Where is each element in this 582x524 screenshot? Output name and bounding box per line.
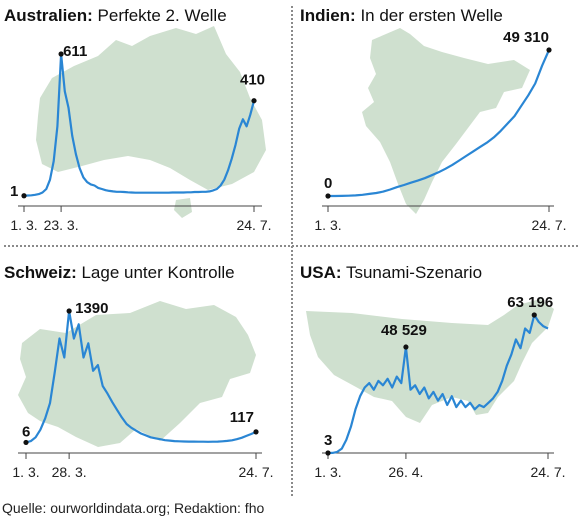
- panel-title-rest: Tsunami-Szenario: [341, 263, 483, 282]
- x-tick-label: 28. 3.: [52, 464, 87, 480]
- annotation-dot: [546, 47, 552, 53]
- annotation-dot: [253, 429, 259, 435]
- x-tick-label: 24. 7.: [236, 217, 271, 233]
- annotation-label: 611: [63, 43, 87, 60]
- panel-usa: USA: Tsunami-Szenario 1. 3. 26. 4. 24. 7. …: [292, 247, 582, 497]
- usa-map-icon: [306, 299, 554, 423]
- annotations: 6 1390 117: [22, 300, 259, 446]
- indien-chart: 1. 3. 24. 7. 0 49 310: [314, 28, 567, 233]
- horizontal-divider: [4, 245, 578, 247]
- annotations: 1 611 410: [10, 43, 265, 200]
- x-tick-label: 1. 3.: [10, 217, 37, 233]
- annotation-dot: [325, 450, 331, 456]
- series-line: [25, 309, 257, 444]
- series-line: [327, 313, 549, 455]
- annotation-dot: [325, 193, 331, 199]
- usa-chart: 1. 3. 26. 4. 24. 7. 3 48 529 63 196: [306, 294, 566, 480]
- panel-schweiz: Schweiz: Lage unter Kontrolle 1. 3. 28. 3…: [0, 247, 290, 497]
- panel-australien: Australien: Perfekte 2. Welle 1. 3. 23. 3…: [0, 0, 290, 245]
- x-ticks: 1. 3. 26. 4. 24. 7.: [314, 453, 566, 480]
- vertical-divider: [291, 6, 293, 496]
- series-line: [23, 52, 256, 197]
- annotation-label: 1: [10, 183, 18, 200]
- australia-map-icon: [36, 26, 266, 218]
- source-note: Quelle: ourworldindata.org; Redaktion: f…: [2, 500, 265, 516]
- x-tick-label: 1. 3.: [314, 217, 341, 233]
- switzerland-map-icon: [18, 301, 256, 447]
- x-tick-label: 1. 3.: [314, 464, 341, 480]
- annotation-dot: [23, 439, 29, 446]
- x-tick-label: 1. 3.: [12, 464, 39, 480]
- annotation-label: 0: [324, 175, 332, 192]
- annotation-label: 63 196: [507, 294, 553, 311]
- annotation-dot: [531, 312, 537, 318]
- annotation-dot: [251, 98, 257, 104]
- x-tick-label: 24. 7.: [238, 464, 273, 480]
- annotation-dot: [58, 51, 64, 57]
- annotation-label: 48 529: [381, 322, 427, 339]
- x-tick-label: 26. 4.: [388, 464, 423, 480]
- schweiz-chart: 1. 3. 28. 3. 24. 7. 6 1390 117: [12, 300, 274, 480]
- annotation-label: 3: [324, 432, 332, 449]
- x-tick-label: 23. 3.: [44, 217, 79, 233]
- panel-title-bold: USA:: [300, 263, 342, 282]
- panel-title-rest: Lage unter Kontrolle: [76, 263, 235, 282]
- x-tick-label: 24. 7.: [530, 464, 565, 480]
- india-map-icon: [362, 28, 530, 214]
- x-ticks: 1. 3. 28. 3. 24. 7.: [12, 453, 274, 480]
- panel-title-rest: In der ersten Welle: [355, 6, 503, 25]
- panel-title: Australien: Perfekte 2. Welle: [4, 6, 227, 26]
- annotation-label: 1390: [75, 300, 108, 317]
- panel-title-bold: Indien:: [300, 6, 356, 25]
- x-tick-label: 24. 7.: [531, 217, 566, 233]
- panel-title: Indien: In der ersten Welle: [300, 6, 503, 26]
- annotation-dot: [403, 344, 409, 350]
- annotation-label: 410: [240, 72, 265, 89]
- panel-title-rest: Perfekte 2. Welle: [92, 6, 227, 25]
- x-ticks: 1. 3. 23. 3. 24. 7.: [10, 206, 272, 233]
- australien-chart: 1. 3. 23. 3. 24. 7. 1 611 410: [10, 26, 272, 233]
- x-ticks: 1. 3. 24. 7.: [314, 206, 567, 233]
- series-line: [328, 49, 551, 198]
- annotation-label: 117: [230, 409, 254, 426]
- panel-title-bold: Australien:: [4, 6, 93, 25]
- annotation-dot: [66, 308, 72, 314]
- annotation-label: 6: [22, 423, 30, 440]
- annotation-label: 49 310: [503, 29, 549, 46]
- panel-title-bold: Schweiz:: [4, 263, 77, 282]
- annotation-dot: [21, 193, 27, 199]
- annotations: 3 48 529 63 196: [324, 294, 553, 456]
- annotations: 0 49 310: [324, 29, 552, 199]
- panel-title: USA: Tsunami-Szenario: [300, 263, 482, 283]
- panel-indien: Indien: In der ersten Welle 1. 3. 24. 7. …: [292, 0, 582, 245]
- panel-title: Schweiz: Lage unter Kontrolle: [4, 263, 235, 283]
